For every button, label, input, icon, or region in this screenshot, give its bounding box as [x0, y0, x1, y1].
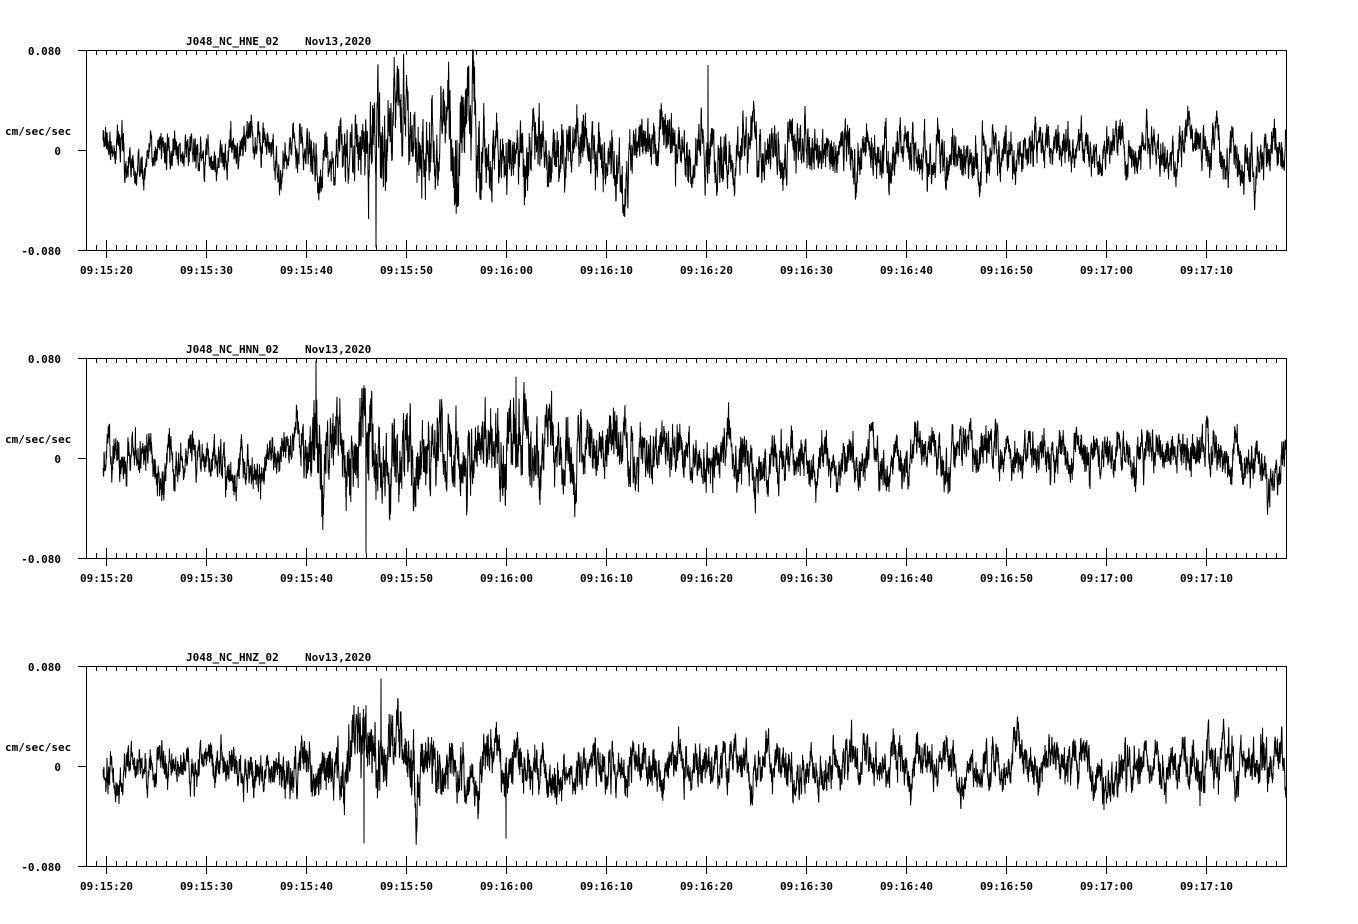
panel-hne: J048_NC_HNE_02 Nov13,2020 cm/sec/sec 0.0… — [5, 35, 1287, 277]
x-tick-label: 09:15:30 — [180, 880, 233, 893]
y-tick-label-min: -0.080 — [21, 553, 61, 566]
x-tick-labels: 09:15:20 09:15:30 09:15:40 09:15:50 09:16:00… — [80, 264, 1233, 277]
y-tick-label-min: -0.080 — [21, 245, 61, 258]
x-tick-label: 09:16:30 — [780, 572, 833, 585]
x-tick-label: 09:15:50 — [380, 880, 433, 893]
x-tick-label: 09:15:30 — [180, 572, 233, 585]
panel-title: J048_NC_HNE_02 — [186, 35, 279, 48]
panel-title: J048_NC_HNZ_02 — [186, 651, 279, 664]
x-tick-label: 09:16:50 — [980, 572, 1033, 585]
x-tick-label: 09:16:50 — [980, 264, 1033, 277]
y-tick-label-max: 0.080 — [28, 661, 61, 674]
x-tick-label: 09:16:10 — [580, 572, 633, 585]
x-tick-label: 09:15:30 — [180, 264, 233, 277]
x-tick-label: 09:16:40 — [880, 572, 933, 585]
waveform-trace — [102, 360, 1287, 554]
axes-frame — [78, 666, 1287, 874]
x-tick-label: 09:16:30 — [780, 880, 833, 893]
waveform-trace — [102, 49, 1287, 248]
x-tick-label: 09:16:10 — [580, 880, 633, 893]
x-tick-label: 09:16:00 — [480, 880, 533, 893]
x-tick-label: 09:16:40 — [880, 264, 933, 277]
panel-hnn: J048_NC_HNN_02 Nov13,2020 cm/sec/sec 0.0… — [5, 343, 1287, 585]
panel-date: Nov13,2020 — [305, 35, 371, 48]
x-tick-label: 09:15:50 — [380, 264, 433, 277]
y-tick-label-max: 0.080 — [28, 45, 61, 58]
y-axis-label: cm/sec/sec — [5, 125, 71, 138]
x-tick-label: 09:16:00 — [480, 264, 533, 277]
x-tick-label: 09:17:10 — [1180, 880, 1233, 893]
x-tick-label: 09:15:20 — [80, 572, 133, 585]
x-tick-label: 09:16:30 — [780, 264, 833, 277]
x-tick-label: 09:15:20 — [80, 264, 133, 277]
axes-frame — [78, 50, 1287, 258]
panel-date: Nov13,2020 — [305, 343, 371, 356]
x-tick-label: 09:15:20 — [80, 880, 133, 893]
y-axis-label: cm/sec/sec — [5, 433, 71, 446]
x-tick-label: 09:16:20 — [680, 880, 733, 893]
x-tick-label: 09:17:00 — [1080, 264, 1133, 277]
y-tick-label-zero: 0 — [54, 761, 61, 774]
x-tick-labels: 09:15:20 09:15:30 09:15:40 09:15:50 09:16:00… — [80, 880, 1233, 893]
y-tick-label-zero: 0 — [54, 145, 61, 158]
panel-title: J048_NC_HNN_02 — [186, 343, 279, 356]
x-tick-label: 09:16:20 — [680, 264, 733, 277]
x-tick-label: 09:16:10 — [580, 264, 633, 277]
x-tick-label: 09:15:50 — [380, 572, 433, 585]
x-tick-label: 09:16:50 — [980, 880, 1033, 893]
x-tick-label: 09:15:40 — [280, 264, 333, 277]
y-tick-label-zero: 0 — [54, 453, 61, 466]
waveform-trace — [102, 678, 1287, 845]
y-tick-label-min: -0.080 — [21, 861, 61, 874]
x-tick-label: 09:15:40 — [280, 880, 333, 893]
x-tick-label: 09:15:40 — [280, 572, 333, 585]
x-tick-label: 09:16:00 — [480, 572, 533, 585]
y-tick-label-max: 0.080 — [28, 353, 61, 366]
x-tick-label: 09:17:00 — [1080, 572, 1133, 585]
x-tick-label: 09:17:00 — [1080, 880, 1133, 893]
x-tick-label: 09:17:10 — [1180, 264, 1233, 277]
x-tick-label: 09:17:10 — [1180, 572, 1233, 585]
y-axis-label: cm/sec/sec — [5, 741, 71, 754]
x-tick-label: 09:16:40 — [880, 880, 933, 893]
panel-hnz: J048_NC_HNZ_02 Nov13,2020 cm/sec/sec 0.0… — [5, 651, 1287, 893]
x-tick-label: 09:16:20 — [680, 572, 733, 585]
axes-frame — [78, 358, 1287, 566]
x-tick-labels: 09:15:20 09:15:30 09:15:40 09:15:50 09:16:00… — [80, 572, 1233, 585]
panel-date: Nov13,2020 — [305, 651, 371, 664]
